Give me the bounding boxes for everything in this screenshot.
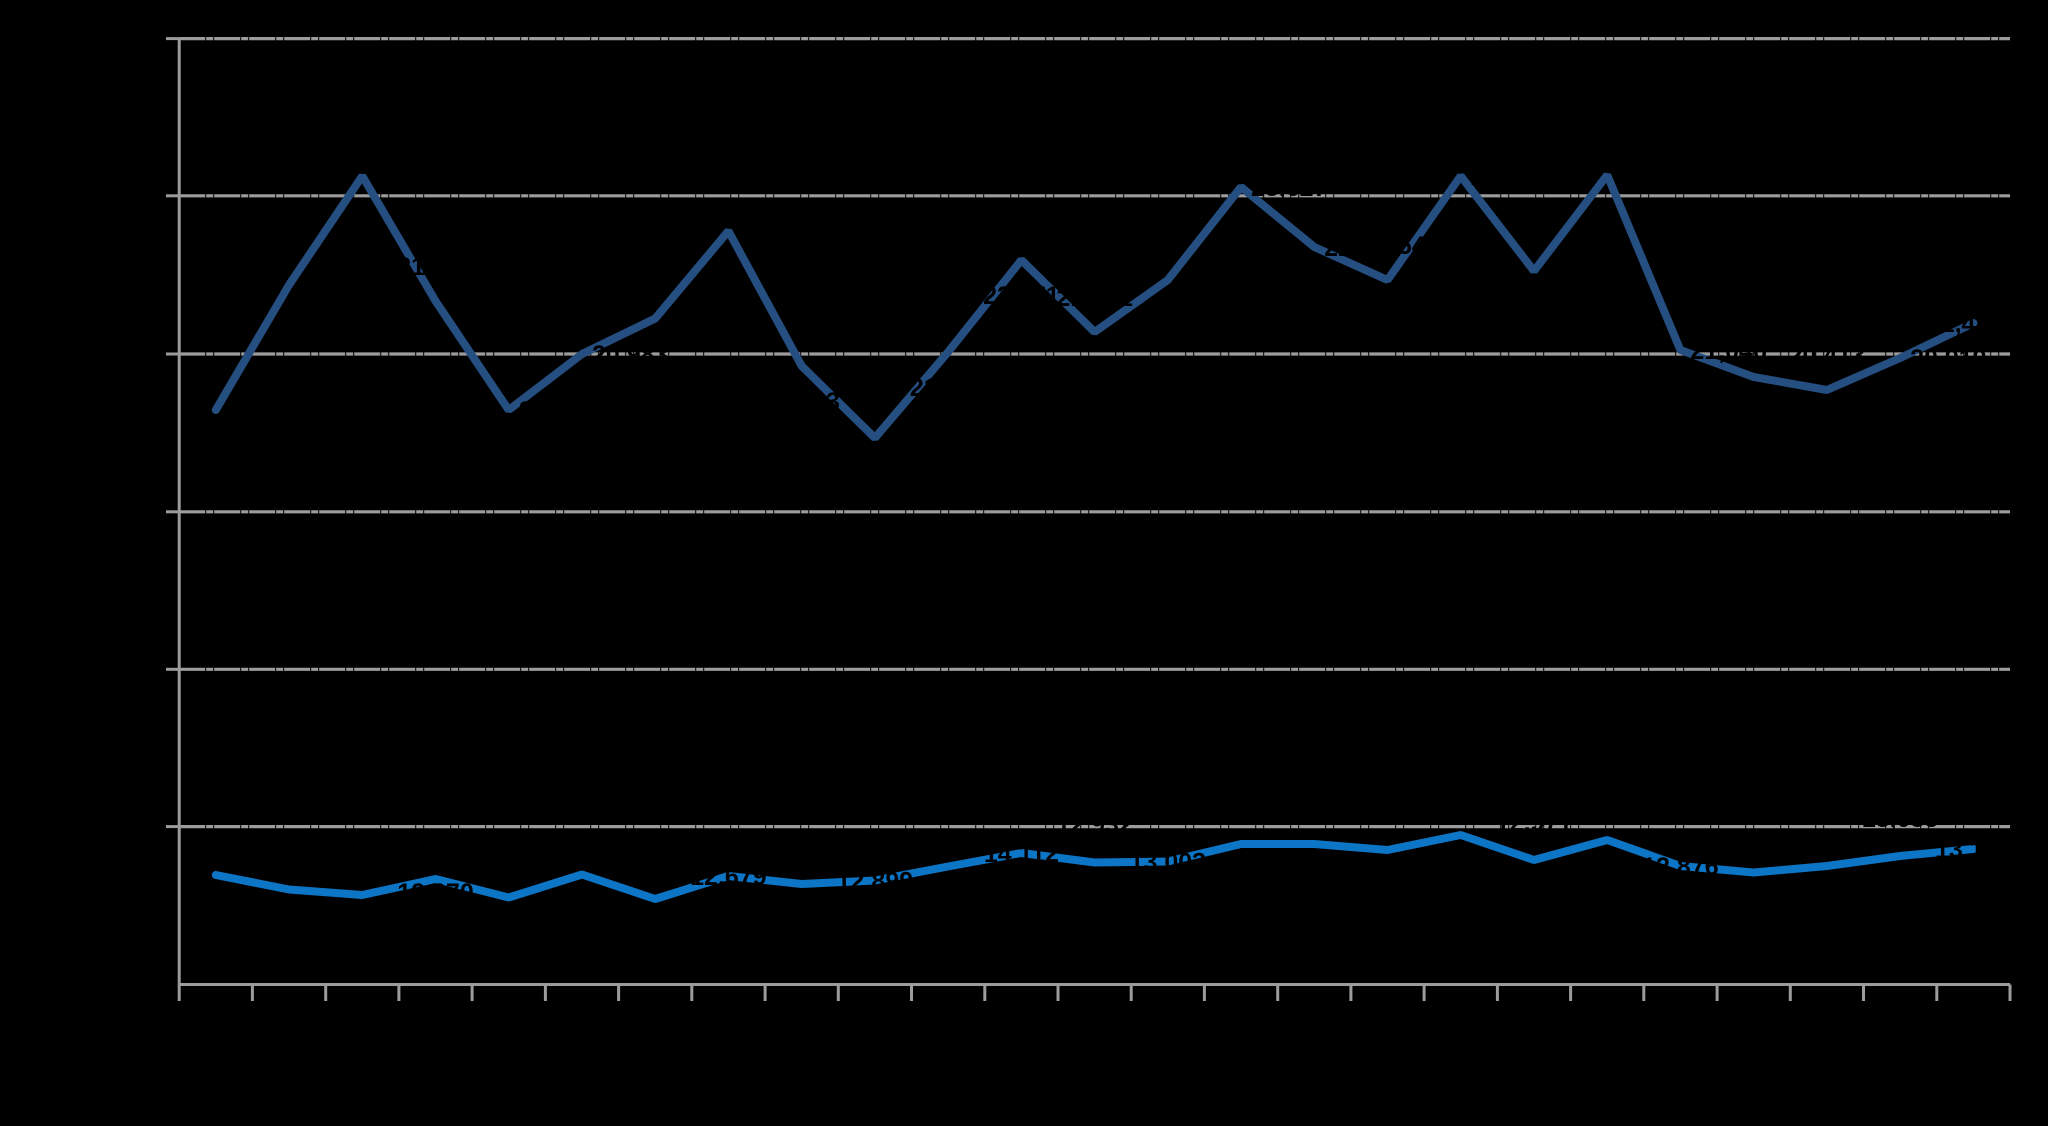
svg-text:22,677: 22,677 [1324,234,1400,262]
svg-text:21,822: 21,822 [397,253,473,281]
svg-text:12,899: 12,899 [837,868,913,896]
svg-text:23,817: 23,817 [1617,162,1693,190]
svg-text:22,154: 22,154 [1178,267,1255,295]
svg-text:13,003: 13,003 [1130,849,1206,877]
svg-text:12,679: 12,679 [690,863,766,891]
svg-text:23,801: 23,801 [1471,163,1548,191]
svg-text:21,474: 21,474 [1927,310,2004,338]
svg-text:20,983: 20,983 [592,341,668,369]
svg-text:12,670: 12,670 [397,879,473,907]
svg-text:20,413: 20,413 [1789,342,1865,370]
svg-text:20,793: 20,793 [763,388,839,416]
svg-text:19,653: 19,653 [885,425,961,453]
svg-text:13,145: 13,145 [1935,836,2012,864]
svg-text:13,035: 13,035 [1862,805,1939,833]
svg-text:12,932: 12,932 [1056,811,1132,839]
svg-text:22,471: 22,471 [983,282,1060,310]
svg-text:22,265: 22,265 [1544,260,1621,288]
svg-text:23,627: 23,627 [1251,174,1327,202]
svg-text:21,331: 21,331 [1056,284,1133,312]
svg-text:21,545: 21,545 [665,306,742,334]
svg-text:21,014: 21,014 [910,374,987,402]
svg-text:12,876: 12,876 [1642,853,1718,881]
svg-text:14,112: 14,112 [984,840,1059,868]
svg-text:21,046: 21,046 [1690,337,1766,365]
svg-text:12,971: 12,971 [1496,809,1573,837]
svg-text:20,096: 20,096 [519,397,595,425]
svg-text:20,919: 20,919 [1910,345,1986,373]
svg-text:20,619: 20,619 [1715,399,1791,427]
svg-text:23,801: 23,801 [372,163,449,191]
svg-text:22,930: 22,930 [738,218,814,246]
svg-text:22,075: 22,075 [299,272,376,300]
svg-text:20,096: 20,096 [226,397,302,425]
svg-text:22,154: 22,154 [1349,232,1426,260]
